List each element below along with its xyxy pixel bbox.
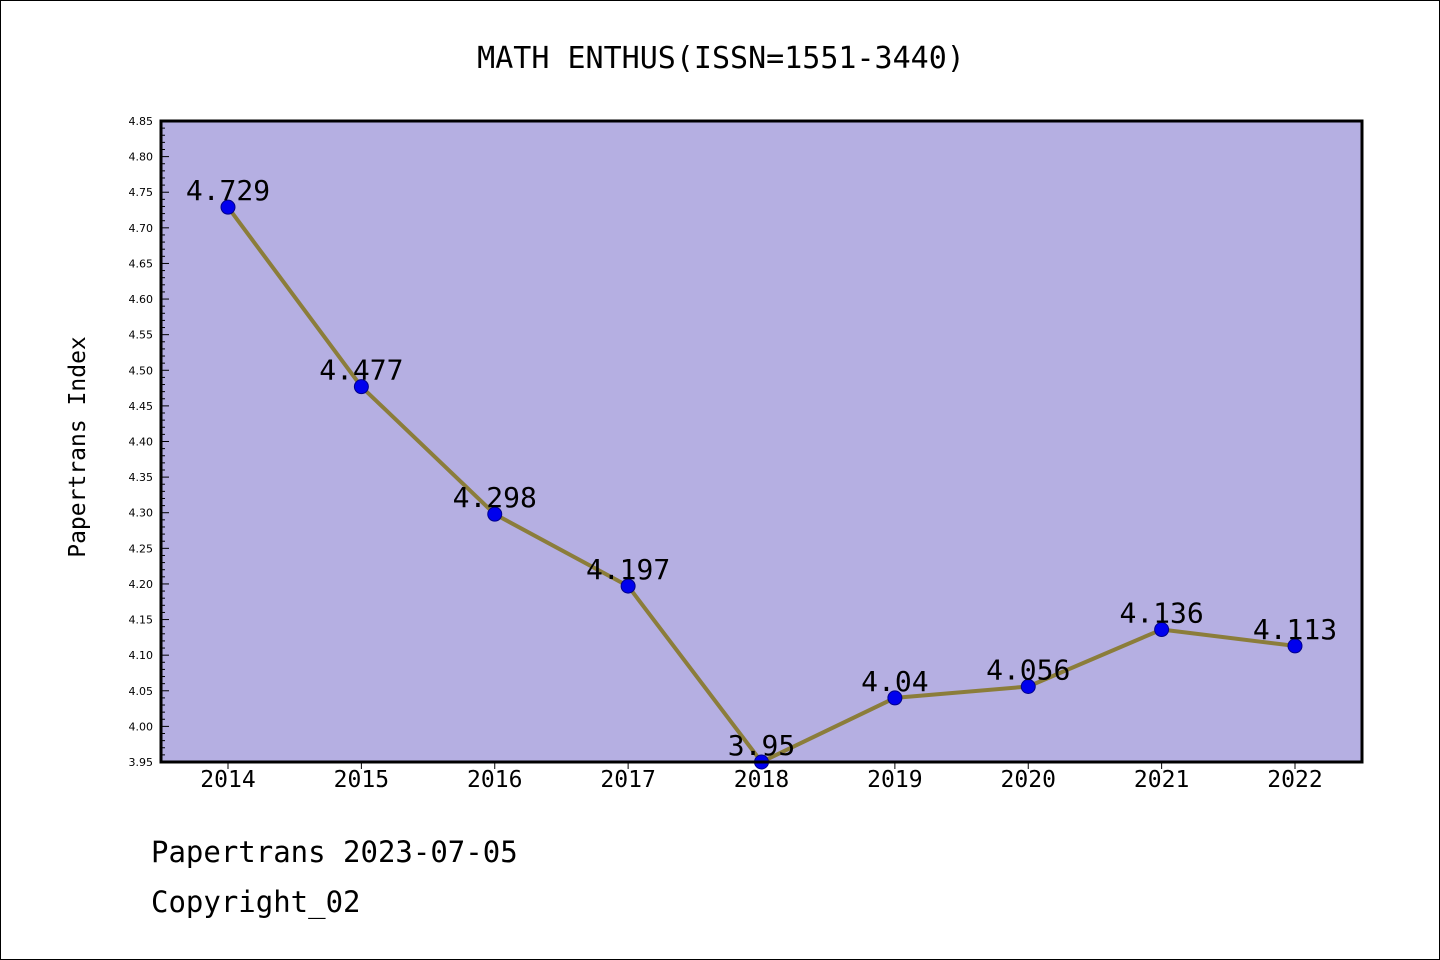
data-point-2015 [353,379,369,395]
data-point-2014 [220,199,236,215]
data-label-2022: 4.113 [1253,613,1337,646]
data-label-2018: 3.95 [728,729,795,762]
x-tick-label-2017: 2017 [600,767,655,793]
data-point-2022 [1287,638,1303,654]
plot-frame [159,119,1364,764]
y-tick-label-16: 4.75 [129,186,154,199]
x-axis-ticks: 2014 2015 2016 2017 2018 2019 2020 2021 2022 [200,762,1323,793]
y-tick-label-7: 4.30 [129,507,154,520]
data-label-2021: 4.136 [1119,597,1203,630]
data-point-2020 [1020,679,1036,695]
y-tick-label-11: 4.50 [129,364,154,377]
data-point-2019 [887,690,903,706]
data-label-2020: 4.056 [986,654,1070,687]
y-tick-label-12: 4.55 [129,329,154,342]
x-tick-label-2022: 2022 [1267,767,1322,793]
x-tick-label-2021: 2021 [1134,767,1189,793]
footer-copyright: Copyright_02 [151,885,361,919]
x-tick-label-2014: 2014 [200,767,255,793]
data-label-2016: 4.298 [453,481,537,514]
x-tick-label-2019: 2019 [867,767,922,793]
y-tick-label-9: 4.40 [129,436,154,449]
y-tick-label-2: 4.05 [129,685,154,698]
data-label-2014: 4.729 [186,174,270,207]
data-label-2017: 4.197 [586,553,670,586]
y-axis-label: Papertrans Index [65,336,91,558]
chart-title: MATH ENTHUS(ISSN=1551-3440) [477,41,965,76]
y-tick-label-14: 4.65 [129,257,154,270]
x-tick-label-2020: 2020 [1001,767,1056,793]
y-tick-label-6: 4.25 [129,542,154,555]
plot-area [161,121,1362,762]
data-points [220,199,1303,770]
y-tick-label-3: 4.10 [129,649,154,662]
data-point-2016 [487,506,503,522]
y-tick-label-0: 3.95 [129,756,154,769]
y-tick-label-18: 4.85 [129,115,154,128]
y-tick-label-15: 4.70 [129,222,154,235]
y-tick-label-8: 4.35 [129,471,154,484]
x-tick-label-2018: 2018 [734,767,789,793]
data-point-2021 [1154,622,1170,638]
data-point-2017 [620,578,636,594]
y-tick-label-1: 4.00 [129,720,154,733]
y-tick-label-10: 4.45 [129,400,154,413]
y-tick-label-13: 4.60 [129,293,154,306]
x-tick-label-2016: 2016 [467,767,522,793]
y-tick-label-17: 4.80 [129,151,154,164]
y-tick-label-5: 4.20 [129,578,154,591]
footer-date: Papertrans 2023-07-05 [151,835,518,869]
data-label-2015: 4.477 [319,354,403,387]
data-labels: 4.729 4.477 4.298 4.197 3.95 4.04 4.056 4.136 4.… [186,174,1337,762]
x-tick-label-2015: 2015 [334,767,389,793]
data-label-2019: 4.04 [861,665,928,698]
y-tick-label-4: 4.15 [129,614,154,627]
